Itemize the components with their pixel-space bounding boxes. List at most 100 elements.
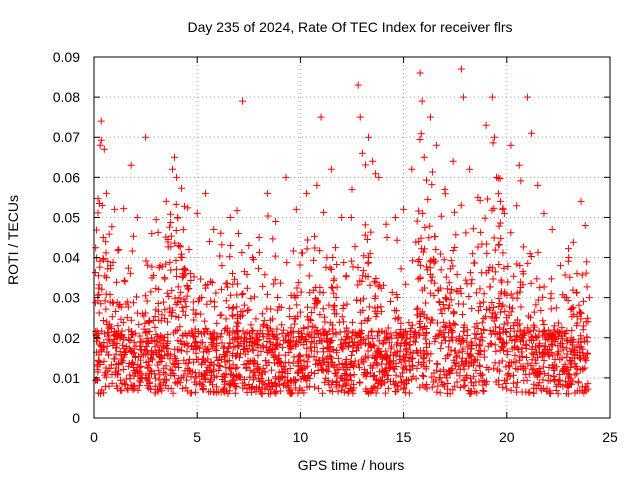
data-point xyxy=(202,347,210,355)
data-point xyxy=(484,195,492,203)
data-point xyxy=(375,337,383,345)
data-point xyxy=(401,354,409,362)
data-point xyxy=(243,345,251,353)
data-point xyxy=(393,339,401,347)
data-point xyxy=(176,323,184,331)
data-point xyxy=(364,273,372,281)
data-point xyxy=(286,312,294,320)
data-point xyxy=(507,308,515,316)
data-point xyxy=(340,258,348,266)
data-point xyxy=(250,376,258,384)
data-point xyxy=(311,244,319,252)
data-point xyxy=(476,196,484,204)
data-point xyxy=(183,348,191,356)
data-point xyxy=(481,214,489,222)
data-point xyxy=(347,358,355,366)
data-point xyxy=(197,339,205,347)
data-point xyxy=(532,301,540,309)
data-point xyxy=(418,308,426,316)
y-tick-label: 0.09 xyxy=(53,49,80,65)
data-point xyxy=(495,302,503,310)
data-point xyxy=(114,361,122,369)
data-point xyxy=(555,319,563,327)
data-point xyxy=(527,252,535,260)
data-point xyxy=(96,263,104,271)
data-point xyxy=(333,261,341,268)
data-point xyxy=(559,343,567,351)
data-point xyxy=(466,351,474,359)
data-point xyxy=(537,384,545,392)
data-point xyxy=(492,173,500,181)
data-point xyxy=(179,331,187,339)
data-point xyxy=(125,335,133,343)
data-point xyxy=(251,359,259,367)
data-point xyxy=(91,269,99,277)
data-point xyxy=(510,343,518,351)
data-point xyxy=(303,362,311,370)
data-point xyxy=(397,319,405,327)
data-point xyxy=(456,384,464,392)
data-point xyxy=(233,207,241,215)
data-point xyxy=(263,383,271,391)
data-point xyxy=(451,320,459,328)
data-point xyxy=(101,297,109,305)
data-point xyxy=(423,350,431,358)
data-point xyxy=(475,307,483,315)
data-point xyxy=(277,279,285,287)
data-point xyxy=(534,248,542,256)
data-point xyxy=(112,307,120,315)
data-point xyxy=(321,328,329,336)
data-point xyxy=(402,347,410,355)
data-point xyxy=(426,258,434,266)
data-point xyxy=(438,310,446,318)
data-point xyxy=(127,348,135,356)
data-point xyxy=(403,344,411,352)
data-point xyxy=(332,380,340,388)
data-point xyxy=(277,387,285,395)
data-point xyxy=(375,173,383,181)
data-point xyxy=(328,346,336,354)
data-point xyxy=(231,389,239,397)
data-point xyxy=(95,291,103,299)
data-point xyxy=(148,347,156,355)
data-point xyxy=(385,358,393,366)
data-point xyxy=(431,279,439,287)
data-point xyxy=(302,375,310,383)
data-point xyxy=(97,347,105,355)
data-point xyxy=(449,328,457,336)
data-point xyxy=(109,258,117,266)
data-point xyxy=(473,356,481,364)
data-point xyxy=(260,333,268,341)
data-point xyxy=(417,130,425,138)
data-point xyxy=(129,361,137,369)
data-point xyxy=(462,276,470,284)
data-point xyxy=(343,324,351,332)
data-point xyxy=(269,235,277,243)
data-point xyxy=(174,214,182,222)
data-point xyxy=(468,379,476,387)
data-point xyxy=(409,257,417,265)
data-point xyxy=(416,69,424,77)
data-point xyxy=(129,386,137,394)
data-point xyxy=(320,313,328,321)
data-point xyxy=(331,310,339,318)
data-point xyxy=(246,357,254,365)
data-point xyxy=(536,284,544,292)
data-point xyxy=(128,331,136,339)
data-point xyxy=(105,382,113,390)
data-point xyxy=(468,276,476,284)
data-point xyxy=(154,228,162,236)
data-point xyxy=(209,335,217,343)
data-point xyxy=(174,337,182,345)
data-point xyxy=(215,362,223,370)
data-point xyxy=(547,290,555,298)
data-point xyxy=(422,299,430,307)
data-point xyxy=(334,388,342,396)
data-point xyxy=(151,323,159,331)
data-point xyxy=(296,308,304,316)
data-point xyxy=(254,385,262,393)
data-point xyxy=(502,339,510,347)
data-point xyxy=(182,266,190,274)
data-point xyxy=(365,133,373,141)
data-point xyxy=(254,344,262,352)
